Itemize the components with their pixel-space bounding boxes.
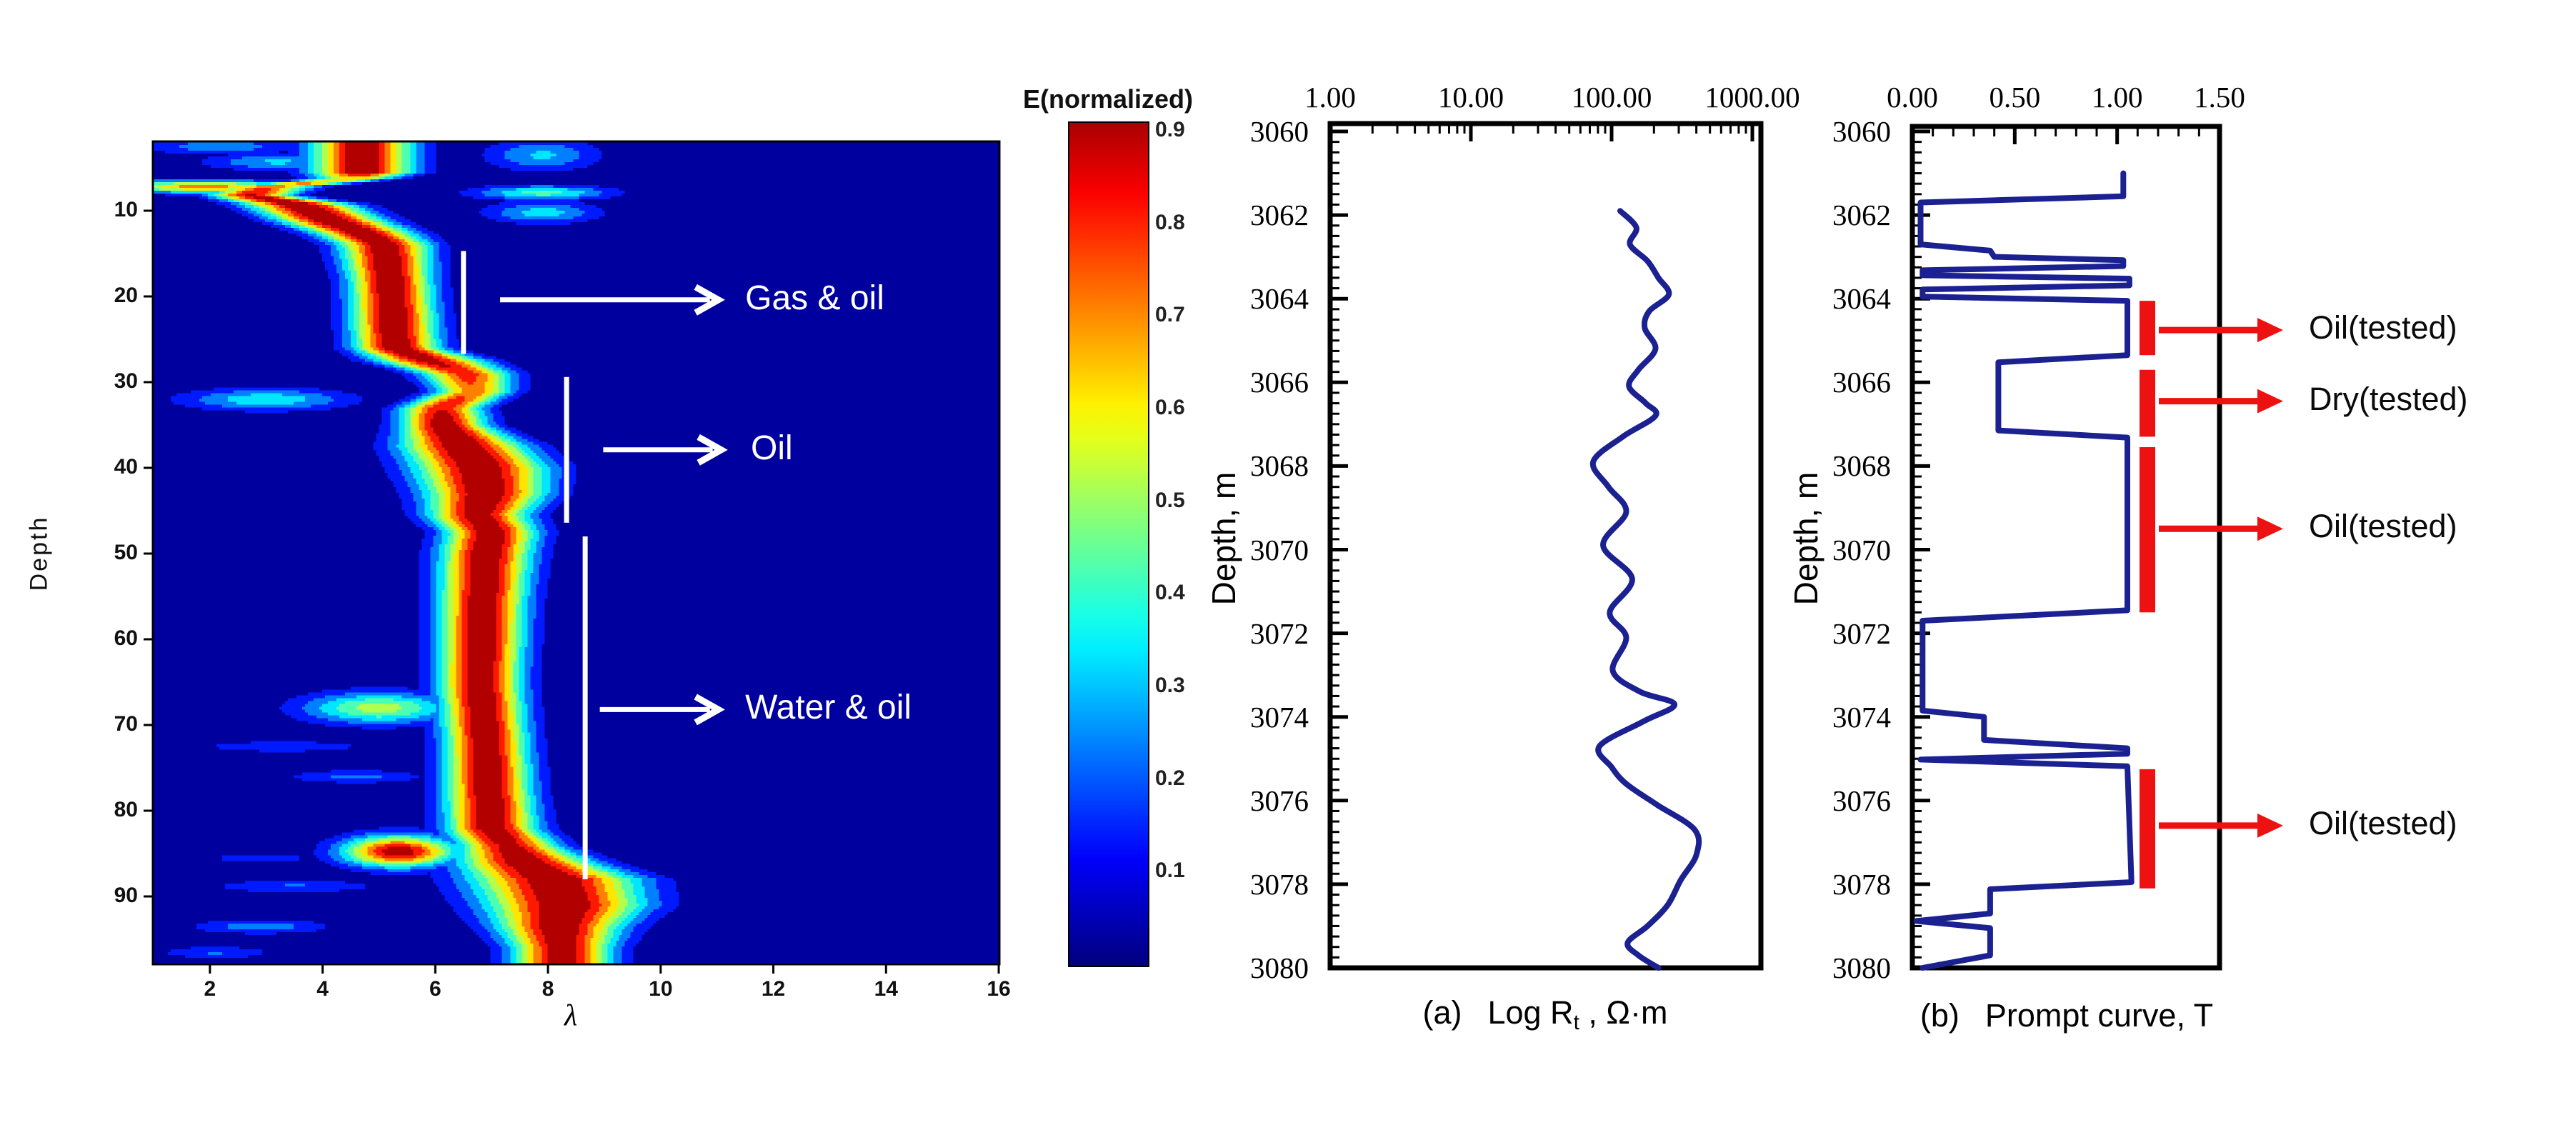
plot-b-y-tick-label: 3080: [1832, 951, 1891, 984]
plot-a-frame: [1327, 121, 1764, 971]
annotation-label: Oil: [751, 429, 793, 467]
plot-b-ylabel: Depth, m: [1787, 471, 1824, 606]
plot-b-caption: (b) Prompt curve, T: [1920, 997, 2213, 1034]
tested-arrowhead-icon: [2257, 813, 2283, 838]
heatmap-x-tick-label: 2: [204, 977, 216, 1001]
tested-arrowhead-icon: [2257, 318, 2283, 343]
heatmap-y-tick-label: 40: [114, 455, 138, 479]
plot-b-y-tick-label: 3072: [1832, 616, 1891, 650]
plot-a-y-tick-label: 3074: [1250, 700, 1309, 734]
plot-a-y-tick-label: 3064: [1250, 282, 1309, 316]
plot-b-caption-index: (b): [1919, 997, 1960, 1034]
plot-b-caption-main: Prompt curve, T: [1985, 997, 2214, 1034]
heatmap-x-tick-label: 16: [987, 977, 1011, 1001]
heatmap-canvas: [154, 142, 999, 964]
plot-b-y-tick-label: 3066: [1832, 366, 1891, 399]
plot-b-x-tick-label: 0.50: [1989, 81, 2041, 114]
plot-a-x-tick-label: 1000.00: [1704, 81, 1800, 114]
colorbar-tick-label: 0.3: [1155, 673, 1185, 697]
tested-interval-label: Dry(tested): [2309, 380, 2468, 417]
colorbar-gradient: [1068, 121, 1149, 967]
tested-interval-label: Oil(tested): [2309, 508, 2457, 545]
colorbar-tick-label: 0.1: [1155, 859, 1185, 883]
plot-b-y-tick-label: 3070: [1832, 533, 1891, 566]
tested-interval-bar: [2140, 769, 2155, 889]
heatmap-y-tick-label: 60: [114, 626, 138, 650]
plot-a-x-tick-label: 100.00: [1571, 81, 1652, 114]
colorbar-tick-label: 0.5: [1155, 488, 1185, 512]
tested-arrowhead-icon: [2257, 516, 2283, 541]
colorbar-tick-label: 0.6: [1155, 395, 1185, 419]
heatmap-x-tick-label: 4: [316, 977, 329, 1001]
plot-a-caption-main: Log R: [1487, 994, 1574, 1031]
heatmap-y-tick-label: 90: [114, 884, 138, 907]
tested-arrowhead-icon: [2257, 389, 2283, 414]
heatmap-x-tick-label: 8: [541, 977, 554, 1001]
plot-a-y-tick-label: 3068: [1250, 449, 1309, 483]
heatmap-x-tick-label: 12: [761, 977, 786, 1001]
plot-b-y-tick-label: 3060: [1832, 115, 1891, 148]
heatmap-y-tick-label: 50: [114, 541, 138, 564]
plot-a-resistivity-curve: [1589, 208, 1702, 971]
plot-a-y-tick-label: 3070: [1250, 533, 1309, 566]
annotation-label: Gas & oil: [745, 279, 884, 317]
colorbar-tick-label: 0.4: [1155, 581, 1185, 605]
plot-a-caption-unit: , Ω·m: [1579, 994, 1668, 1031]
plot-a-y-tick-label: 3066: [1250, 366, 1309, 399]
plot-b-x-tick-label: 0.00: [1887, 81, 1938, 114]
colorbar-tick-label: 0.9: [1155, 117, 1185, 141]
tested-interval-label: Oil(tested): [2309, 804, 2457, 841]
plot-a-x-tick-label: 1.00: [1304, 81, 1356, 114]
heatmap-x-tick-label: 6: [429, 977, 441, 1001]
plot-a-y-tick-label: 3060: [1250, 115, 1309, 148]
plot-a-caption-sub: t: [1573, 1011, 1579, 1034]
plot-b-y-tick-label: 3068: [1832, 449, 1891, 483]
plot-b-prompt-curve: [1913, 170, 2135, 971]
heatmap-y-tick-label: 10: [114, 198, 138, 221]
plot-a-x-tick-label: 10.00: [1437, 81, 1504, 114]
plot-a-caption-index: (a): [1422, 994, 1462, 1031]
plot-a-y-tick-label: 3076: [1250, 784, 1309, 817]
heatmap-xlabel: λ: [564, 999, 578, 1032]
plot-a-ylabel: Depth, m: [1205, 471, 1242, 606]
heatmap-x-tick-label: 14: [874, 977, 898, 1001]
colorbar-tick-label: 0.7: [1155, 303, 1185, 327]
annotation-label: Water & oil: [745, 689, 912, 727]
colorbar-title: E(normalized): [1023, 84, 1194, 114]
plot-b-x-tick-label: 1.00: [2091, 81, 2143, 114]
plot-b-y-tick-label: 3076: [1832, 784, 1891, 817]
plot-b-y-tick-label: 3064: [1832, 282, 1891, 316]
colorbar-tick-label: 0.8: [1155, 210, 1185, 234]
heatmap-x-tick-label: 10: [649, 977, 673, 1001]
plot-a-y-tick-label: 3080: [1250, 951, 1309, 984]
plot-b-y-tick-label: 3062: [1832, 199, 1891, 232]
plot-a-y-tick-label: 3072: [1250, 616, 1309, 650]
plot-b-frame: [1909, 124, 2222, 971]
plot-a-caption: (a) Log Rt , Ω·m: [1422, 994, 1667, 1035]
heatmap-y-tick-label: 80: [114, 798, 138, 821]
tested-interval-label: Oil(tested): [2309, 309, 2457, 346]
plot-a-y-tick-label: 3078: [1250, 867, 1309, 901]
heatmap-y-tick-label: 30: [114, 369, 138, 393]
tested-interval-bar: [2140, 369, 2155, 437]
heatmap-y-tick-label: 20: [114, 284, 138, 307]
tested-interval-bar: [2140, 301, 2155, 356]
plot-a-y-tick-label: 3062: [1250, 199, 1309, 232]
tested-interval-bar: [2140, 447, 2155, 613]
plot-b-x-tick-label: 1.50: [2194, 81, 2245, 114]
plot-b-y-tick-label: 3078: [1832, 867, 1891, 901]
colorbar-tick-label: 0.2: [1155, 766, 1185, 790]
heatmap-ylabel: Depth: [25, 515, 53, 591]
plot-b-y-tick-label: 3074: [1832, 700, 1891, 734]
heatmap-y-tick-label: 70: [114, 712, 138, 736]
